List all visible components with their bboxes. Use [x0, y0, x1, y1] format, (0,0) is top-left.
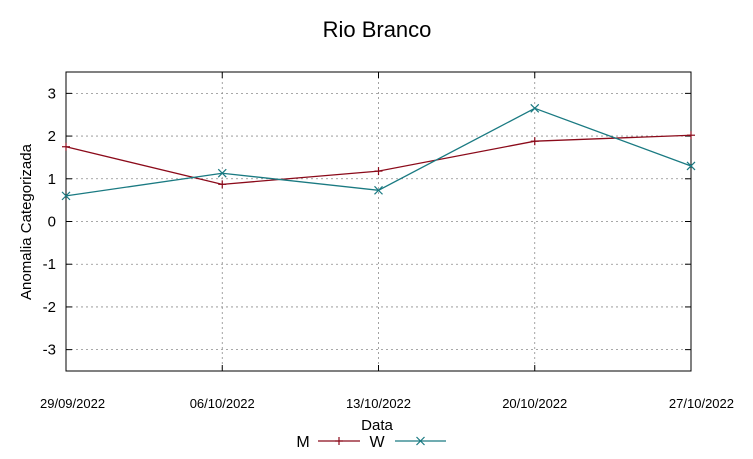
data-point-W: [374, 185, 383, 195]
x-tick-label: 27/10/2022: [669, 396, 734, 411]
x-tick-label: 29/09/2022: [40, 396, 105, 411]
y-axis-label: Anomalia Categorizada: [18, 143, 35, 300]
data-point-W: [217, 168, 227, 178]
data-point-M: [374, 167, 383, 176]
y-tick-label: -2: [43, 299, 56, 316]
y-tick-label: -3: [43, 342, 56, 359]
data-point-W: [530, 103, 540, 113]
x-tick-label: 06/10/2022: [190, 396, 255, 411]
data-point-M: [62, 142, 70, 151]
y-axis-ticks: -3 -2 -1 0 1 2 3: [43, 85, 691, 359]
legend-label: W: [369, 434, 385, 451]
y-tick-label: 2: [48, 128, 56, 145]
y-tick-label: 0: [48, 214, 56, 231]
data-point-M: [687, 131, 695, 140]
chart-title: Rio Branco: [323, 17, 432, 42]
x-tick-label: 20/10/2022: [502, 396, 567, 411]
x-tick-label: 13/10/2022: [346, 396, 411, 411]
legend-entry-M: M: [296, 434, 360, 451]
x-axis-ticks: 29/09/2022 06/10/2022 13/10/2022 20/10/2022…: [40, 72, 734, 411]
legend-entry-W: W: [369, 434, 446, 451]
legend-label: M: [296, 434, 309, 451]
y-tick-label: 1: [48, 171, 56, 188]
data-point-M: [530, 137, 539, 146]
grid: [66, 72, 691, 371]
data-point-W: [686, 161, 696, 171]
series-group: [61, 103, 696, 201]
y-tick-label: -1: [43, 256, 56, 273]
data-point-M: [218, 180, 227, 189]
data-point-W: [61, 191, 71, 201]
x-axis-label: Data: [361, 417, 393, 434]
y-tick-label: 3: [48, 85, 56, 102]
